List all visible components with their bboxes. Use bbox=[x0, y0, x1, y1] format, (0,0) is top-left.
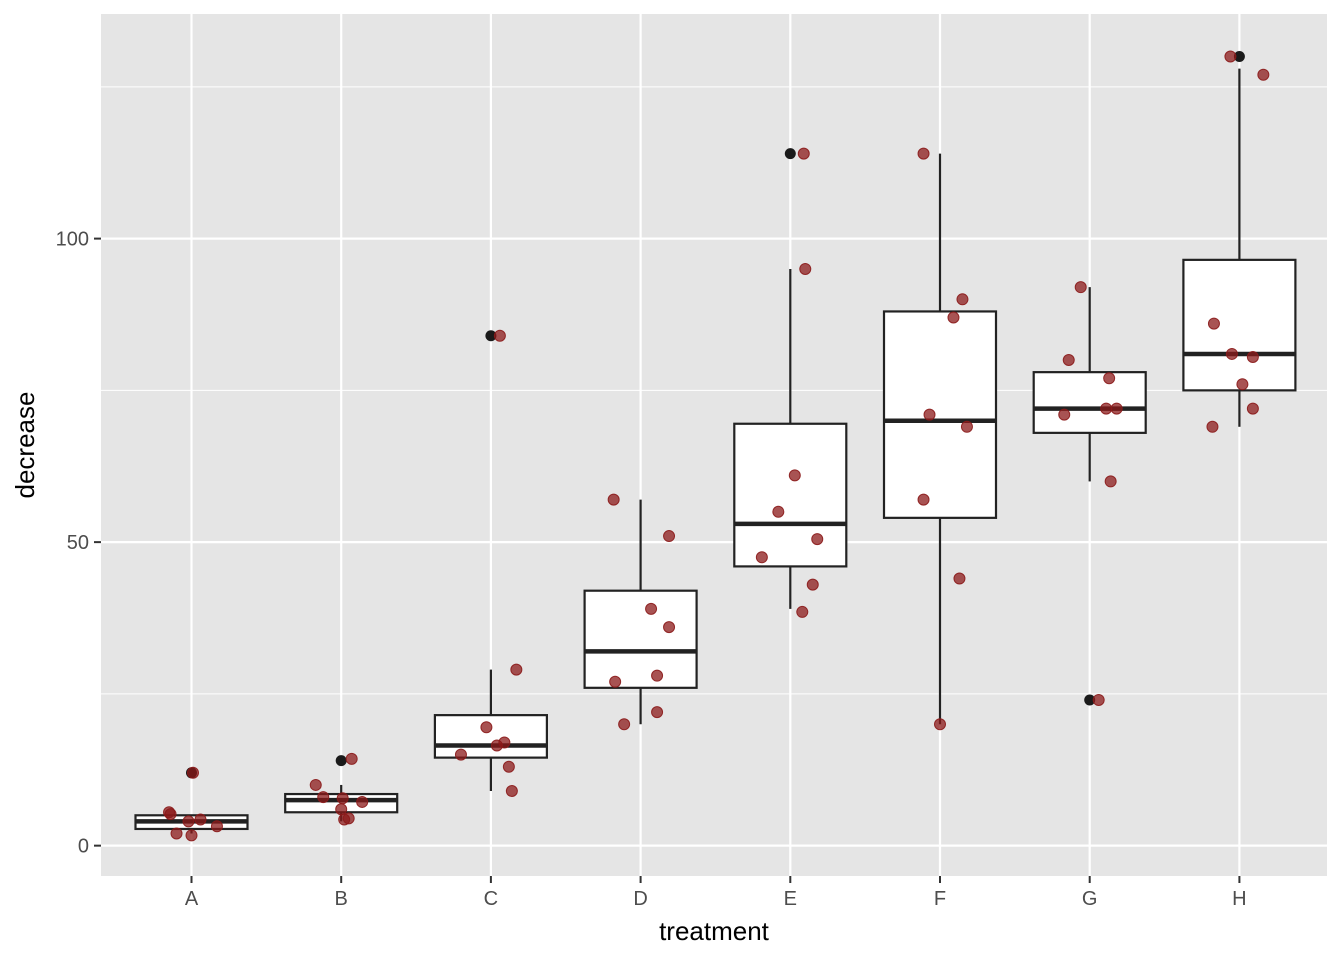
data-point bbox=[1206, 420, 1219, 433]
jitter-points bbox=[163, 50, 1270, 842]
data-point bbox=[1257, 68, 1270, 81]
data-point bbox=[1092, 693, 1105, 706]
data-point bbox=[1246, 402, 1259, 415]
data-point bbox=[788, 469, 801, 482]
data-point bbox=[651, 706, 664, 719]
data-point bbox=[1225, 347, 1238, 360]
data-point bbox=[953, 572, 966, 585]
data-point bbox=[663, 530, 676, 543]
data-point bbox=[1062, 354, 1075, 367]
x-tick-label: E bbox=[784, 888, 797, 910]
y-axis-title: decrease bbox=[10, 392, 40, 499]
data-point bbox=[182, 815, 195, 828]
outlier-point bbox=[1084, 694, 1096, 706]
data-point bbox=[772, 505, 785, 518]
box-iqr bbox=[583, 589, 698, 689]
data-point bbox=[923, 408, 936, 421]
data-point bbox=[806, 578, 819, 591]
data-point bbox=[947, 311, 960, 324]
outlier-point bbox=[335, 755, 347, 767]
data-point bbox=[170, 827, 183, 840]
data-point bbox=[335, 803, 348, 816]
data-point bbox=[210, 820, 223, 833]
data-point bbox=[1058, 408, 1071, 421]
data-point bbox=[609, 675, 622, 688]
data-point bbox=[480, 721, 493, 734]
data-point bbox=[1110, 402, 1123, 415]
data-point bbox=[164, 808, 177, 821]
data-point bbox=[342, 812, 355, 825]
data-point bbox=[651, 669, 664, 682]
data-point bbox=[185, 829, 198, 842]
data-point bbox=[317, 791, 330, 804]
data-point bbox=[345, 752, 358, 765]
data-point bbox=[796, 605, 809, 618]
data-point bbox=[1104, 475, 1117, 488]
plot-panel bbox=[101, 14, 1327, 876]
data-point bbox=[663, 621, 676, 634]
data-point bbox=[194, 813, 207, 826]
x-tick-label: A bbox=[185, 888, 199, 910]
box-iqr bbox=[882, 310, 998, 519]
data-point bbox=[607, 493, 620, 506]
data-point bbox=[956, 293, 969, 306]
data-point bbox=[645, 602, 658, 615]
data-point bbox=[811, 533, 824, 546]
data-point bbox=[755, 551, 768, 564]
x-tick-label: C bbox=[484, 888, 498, 910]
data-point bbox=[1100, 402, 1113, 415]
box-H bbox=[1182, 68, 1297, 427]
y-tick-label: 100 bbox=[56, 229, 89, 251]
data-point bbox=[356, 795, 369, 808]
data-point bbox=[505, 785, 518, 798]
box-G bbox=[1032, 287, 1147, 482]
x-axis: A B C D E F G H bbox=[185, 876, 1247, 910]
y-tick-label: 0 bbox=[78, 836, 89, 858]
data-point bbox=[799, 262, 812, 275]
data-point bbox=[186, 766, 199, 779]
box-E bbox=[733, 268, 848, 609]
x-tick-label: D bbox=[633, 888, 647, 910]
data-point bbox=[917, 493, 930, 506]
box-iqr bbox=[433, 714, 548, 759]
outlier-point bbox=[784, 148, 796, 160]
box-iqr bbox=[1182, 258, 1297, 392]
data-point bbox=[1224, 50, 1237, 63]
box-F bbox=[882, 153, 998, 725]
data-point bbox=[1074, 281, 1087, 294]
data-point bbox=[1246, 350, 1259, 363]
x-tick-label: B bbox=[335, 888, 348, 910]
y-tick-label: 50 bbox=[67, 532, 89, 554]
data-point bbox=[309, 778, 322, 791]
data-point bbox=[1236, 378, 1249, 391]
box-iqr bbox=[1032, 371, 1147, 434]
data-point bbox=[502, 760, 515, 773]
box-D bbox=[583, 499, 698, 725]
data-point bbox=[336, 792, 349, 805]
data-point bbox=[454, 748, 467, 761]
boxes bbox=[134, 68, 1297, 834]
data-point bbox=[498, 736, 511, 749]
data-point bbox=[917, 147, 930, 160]
data-point bbox=[960, 420, 973, 433]
outlier-point bbox=[1233, 50, 1245, 62]
box-C bbox=[433, 669, 548, 792]
outlier-point bbox=[485, 330, 497, 342]
data-point bbox=[618, 718, 631, 731]
x-tick-label: H bbox=[1232, 888, 1246, 910]
y-axis: 0 50 100 bbox=[56, 229, 101, 858]
data-point bbox=[493, 329, 506, 342]
x-tick-label: G bbox=[1082, 888, 1098, 910]
data-point bbox=[934, 718, 946, 731]
data-point bbox=[1207, 317, 1220, 330]
data-point bbox=[1103, 372, 1116, 385]
box-iqr bbox=[733, 422, 848, 568]
x-axis-title: treatment bbox=[659, 916, 770, 946]
data-point bbox=[797, 147, 810, 160]
x-tick-label: F bbox=[934, 888, 946, 910]
data-point bbox=[510, 663, 523, 676]
